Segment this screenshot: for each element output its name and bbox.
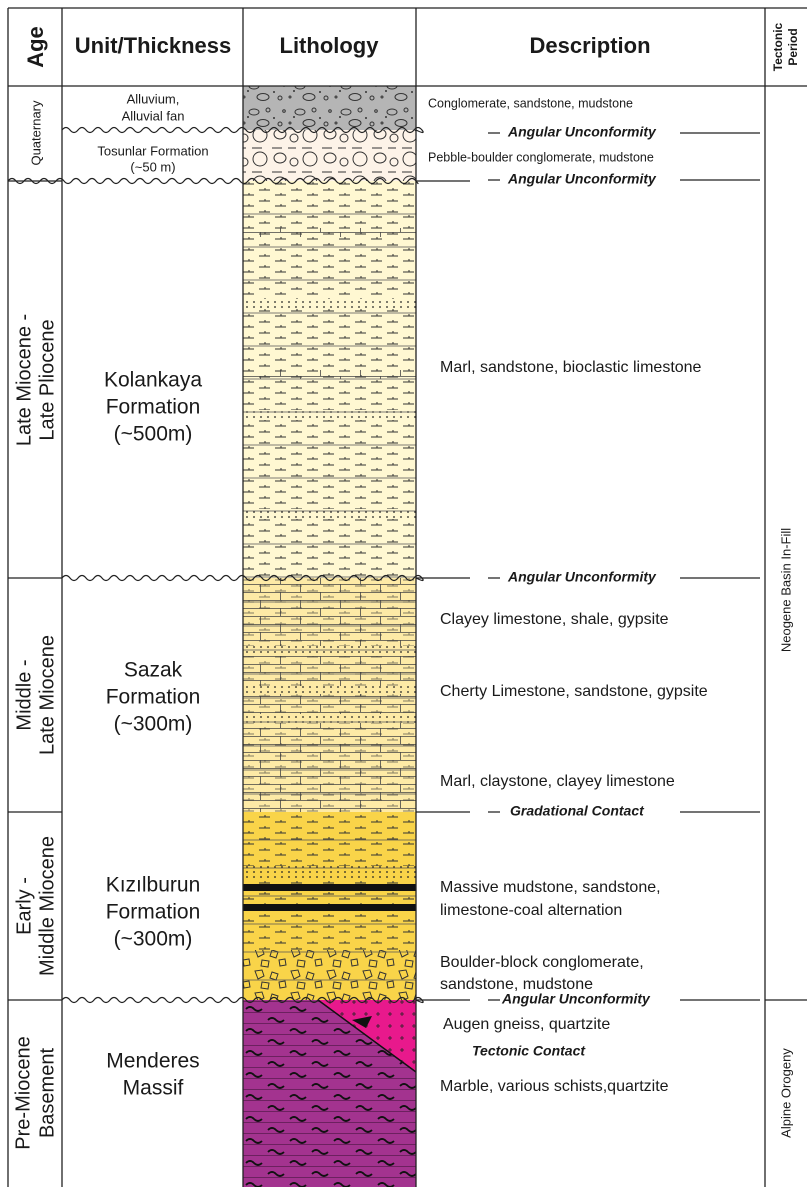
header-description: Description [529,33,650,58]
header-age: Age [23,26,48,68]
header: Age Unit/Thickness Lithology Description… [23,22,800,71]
unit-label: Alluvial fan [122,108,185,123]
description: Marble, various schists,quartzite [440,1078,669,1095]
ages: Quaternary Late Miocene - Late Pliocene … [12,100,58,1150]
unit-label: Sazak [124,659,183,682]
header-unit: Unit/Thickness [75,33,231,58]
unit-label: Kızılburun [106,874,201,897]
age-label: Pre-Miocene [12,1036,34,1149]
description: Massive mudstone, sandstone, [440,879,661,896]
description: Pebble-boulder conglomerate, mudstone [428,150,654,164]
age-label: Quaternary [28,100,43,166]
header-tectonic: Period [786,28,800,65]
header-tectonic: Tectonic [771,22,785,71]
unit-label: Formation [106,686,201,709]
contact-label: Angular Unconformity [507,171,657,187]
tectonic-period: Alpine Orogeny [778,1048,793,1138]
units: Alluvium, Alluvial fan Tosunlar Formatio… [97,91,208,1099]
unit-label: (~300m) [114,928,193,951]
lithology-column [243,86,416,1187]
unit-label: (~500m) [114,423,193,446]
description: Conglomerate, sandstone, mudstone [428,96,633,110]
unit-label: Tosunlar Formation [97,143,208,158]
contact-label: Gradational Contact [510,803,645,819]
description: Cherty Limestone, sandstone, gypsite [440,683,708,700]
description: Marl, sandstone, bioclastic limestone [440,359,702,376]
unit-label: (~300m) [114,713,193,736]
age-label: Late Pliocene [36,319,58,440]
age-label: Basement [36,1048,58,1138]
age-label: Late Miocene - [13,314,35,446]
contact-label: Angular Unconformity [507,569,657,585]
contact-label: Tectonic Contact [472,1043,586,1059]
description: Augen gneiss, quartzite [443,1016,610,1033]
header-lithology: Lithology [280,33,380,58]
descriptions: Conglomerate, sandstone, mudstone Pebble… [428,96,708,1095]
unit-label: Alluvium, [127,91,180,106]
unit-label: (~50 m) [130,159,175,174]
description: limestone-coal alternation [440,902,622,919]
description: Marl, claystone, clayey limestone [440,773,675,790]
tectonic-period: Neogene Basin In-Fill [778,528,793,652]
age-label: Early - [13,877,35,935]
unit-label: Formation [106,396,201,419]
description: Clayey limestone, shale, gypsite [440,611,669,628]
tectonic-periods: Neogene Basin In-Fill Alpine Orogeny [778,528,793,1138]
stratigraphic-column: Age Unit/Thickness Lithology Description… [0,0,807,1187]
unit-label: Massif [123,1077,184,1100]
unit-label: Formation [106,901,201,924]
age-label: Middle - [13,659,35,730]
contact-label: Angular Unconformity [507,124,657,140]
description: Boulder-block conglomerate, [440,954,644,971]
age-label: Late Miocene [36,635,58,755]
unit-label: Kolankaya [104,369,202,392]
age-label: Middle Miocene [36,836,58,976]
unit-label: Menderes [106,1050,199,1073]
contact-label: Angular Unconformity [501,991,651,1007]
